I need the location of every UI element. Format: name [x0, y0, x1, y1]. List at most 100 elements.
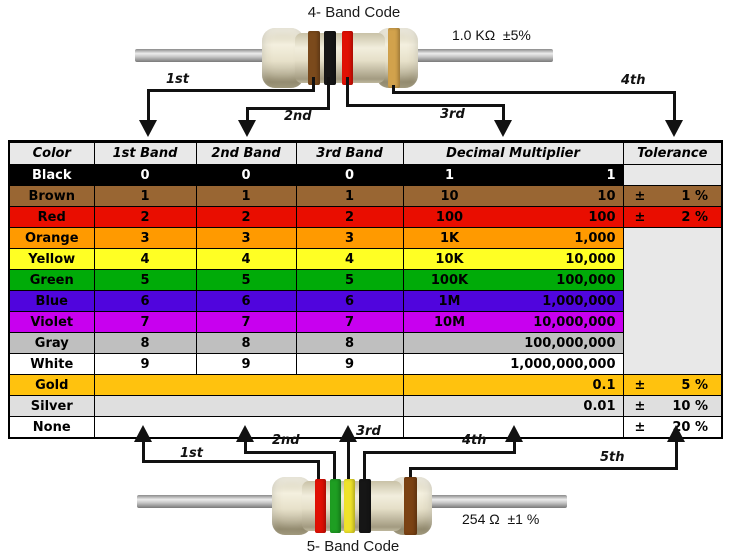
band3-cell: 0: [295, 164, 404, 186]
color-code-table: Color 1st Band 2nd Band 3rd Band Decimal…: [8, 140, 723, 439]
arrow-line: [502, 104, 505, 122]
arrow-label-1st: 1st: [166, 72, 189, 87]
arrowhead-up-icon: [339, 425, 357, 442]
band3-cell: 2: [295, 206, 404, 228]
band1-cell: 1: [93, 185, 197, 207]
resistor-lead-right: [413, 49, 553, 62]
four-band-value: 1.0 KΩ ±5%: [452, 27, 531, 43]
color-name-cell: Orange: [8, 227, 95, 249]
band2-cell: 1: [195, 185, 297, 207]
band2-cell: 8: [195, 332, 297, 354]
band3-cell: 4: [295, 248, 404, 270]
resistor-lead-left: [137, 495, 277, 508]
band2-cell: 5: [195, 269, 297, 291]
arrow-line: [392, 91, 676, 94]
band1-cell: 2: [93, 206, 197, 228]
arrow-line: [333, 451, 336, 482]
four-band-title: 4- Band Code: [307, 4, 401, 21]
arrow-line: [513, 440, 516, 454]
arrow-label-2nd: 2nd: [272, 433, 300, 448]
header-band2: 2nd Band: [195, 141, 297, 165]
arrow-line: [675, 440, 678, 470]
arrowhead-down-icon: [665, 120, 683, 137]
multiplier-short: 10M: [433, 314, 466, 330]
five-band-5th-band-brown: [404, 477, 417, 535]
table-row-blue: Blue 6 6 6 1M 1,000,000: [8, 290, 722, 312]
five-band-4th-band-black: [359, 479, 371, 533]
five-band-title: 5- Band Code: [306, 538, 400, 555]
arrowhead-down-icon: [139, 120, 157, 137]
arrow-label-1st: 1st: [180, 446, 203, 461]
five-band-2nd-band-green: [330, 479, 341, 533]
tolerance-cell-empty-merged: [622, 227, 723, 375]
multiplier-short: 10: [440, 188, 459, 204]
arrow-line: [246, 107, 330, 110]
table-row-white: White 9 9 9 1,000,000,000: [8, 353, 722, 375]
band2-cell: 3: [195, 227, 297, 249]
multiplier-long: 100,000: [556, 272, 616, 288]
four-band-4th-band-gold: [388, 28, 400, 88]
band2-cell: 4: [195, 248, 297, 270]
tolerance-cell: ±1 %: [622, 185, 723, 207]
color-name-cell: Gray: [8, 332, 95, 354]
multiplier-short: 100: [435, 209, 464, 225]
arrow-line: [347, 440, 350, 482]
four-band-3rd-band-red: [342, 31, 353, 85]
band2-cell: 0: [195, 164, 297, 186]
arrow-line: [363, 451, 516, 454]
multiplier-long: 10,000: [565, 251, 616, 267]
multiplier-cell: 100 100: [402, 206, 624, 228]
band1-cell: 5: [93, 269, 197, 291]
bands-merged-cell: [93, 374, 404, 396]
arrow-label-4th: 4th: [621, 73, 646, 88]
resistor-lead-left: [135, 49, 267, 62]
multiplier-long: 10: [597, 188, 616, 204]
multiplier-long: 0.1: [592, 377, 616, 393]
arrowhead-up-icon: [134, 425, 152, 442]
arrow-line: [147, 89, 150, 122]
multiplier-short: 1M: [438, 293, 461, 309]
tolerance-cell: ±10 %: [622, 395, 723, 417]
band3-cell: 3: [295, 227, 404, 249]
arrowhead-up-icon: [667, 425, 685, 442]
color-name-cell: Violet: [8, 311, 95, 333]
five-band-1st-band-red: [315, 479, 326, 533]
multiplier-cell: 0.1: [402, 374, 624, 396]
tolerance-cell-empty: [622, 164, 723, 186]
resistor-lead-right: [427, 495, 567, 508]
color-name-cell: Green: [8, 269, 95, 291]
multiplier-short: 10K: [435, 251, 464, 267]
multiplier-cell: 0.01: [402, 395, 624, 417]
table-row-red: Red 2 2 2 100 100 ±2 %: [8, 206, 723, 228]
band1-cell: 3: [93, 227, 197, 249]
table-row-green: Green 5 5 5 100K 100,000: [8, 269, 722, 291]
band3-cell: 5: [295, 269, 404, 291]
arrow-label-3rd: 3rd: [356, 424, 381, 439]
band2-cell: 9: [195, 353, 297, 375]
band3-cell: 7: [295, 311, 404, 333]
arrow-line: [317, 460, 320, 482]
color-name-cell: White: [8, 353, 95, 375]
header-band1: 1st Band: [93, 141, 197, 165]
band2-cell: 7: [195, 311, 297, 333]
multiplier-long: 100: [588, 209, 616, 225]
arrow-label-5th: 5th: [600, 450, 625, 465]
arrow-line: [363, 451, 366, 482]
four-band-1st-band-brown: [308, 31, 320, 85]
arrow-line: [409, 467, 678, 470]
color-name-cell: Brown: [8, 185, 95, 207]
band1-cell: 0: [93, 164, 197, 186]
header-multiplier: Decimal Multiplier: [402, 141, 624, 165]
multiplier-cell: 10M 10,000,000: [402, 311, 624, 333]
color-name-cell: Silver: [8, 395, 95, 417]
color-name-cell: Yellow: [8, 248, 95, 270]
arrowhead-down-icon: [238, 120, 256, 137]
multiplier-cell: 1,000,000,000: [402, 353, 624, 375]
color-name-cell: Red: [8, 206, 95, 228]
arrowhead-up-icon: [236, 425, 254, 442]
arrow-line: [346, 104, 505, 107]
arrow-line: [142, 460, 320, 463]
band3-cell: 1: [295, 185, 404, 207]
multiplier-long: 0.01: [583, 398, 616, 414]
